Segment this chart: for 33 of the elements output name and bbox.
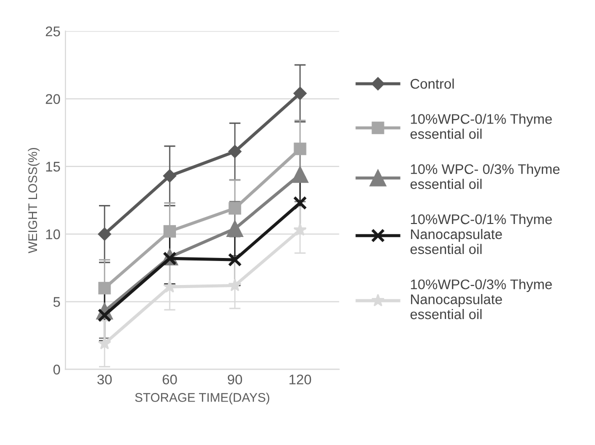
point	[163, 169, 176, 182]
x-tick-label: 30	[97, 374, 112, 384]
point	[228, 202, 242, 215]
x-tick-label: 120	[290, 374, 312, 384]
point	[293, 223, 307, 236]
legend-label: Control	[410, 78, 454, 89]
y-axis-title: WEIGHT LOSS(%)	[28, 148, 40, 254]
legend-label: 10%WPC-0/1% Thyme Nanocapsulate essential oil	[410, 214, 552, 254]
y-tick-label: 20	[46, 94, 60, 104]
legend-label: 10%WPC-0/1% Thyme essential oil	[410, 114, 552, 139]
y-tick-label: 25	[46, 26, 60, 36]
legend-label: 10% WPC- 0/3% Thyme essential oil	[410, 164, 560, 190]
point	[228, 278, 242, 292]
point	[292, 166, 308, 183]
point	[98, 282, 111, 294]
point	[294, 142, 306, 156]
point	[98, 336, 112, 350]
legend-label: 10%WPC-0/3% Thyme Nanocapsulate essential oil	[410, 279, 552, 320]
x-tick-label: 90	[228, 374, 242, 384]
y-tick-label: 15	[46, 162, 60, 172]
point	[228, 144, 242, 158]
point	[163, 225, 176, 238]
point	[293, 86, 307, 100]
point	[226, 220, 244, 237]
y-tick-label: 0	[53, 364, 60, 375]
point	[98, 227, 112, 241]
point	[228, 252, 242, 267]
point	[293, 196, 307, 210]
x-axis-title: STORAGE TIME(DAYS)	[135, 392, 270, 404]
y-tick-label: 5	[53, 297, 60, 307]
point	[163, 280, 176, 293]
x-tick-label: 60	[162, 374, 177, 384]
y-tick-label: 10	[46, 229, 60, 240]
